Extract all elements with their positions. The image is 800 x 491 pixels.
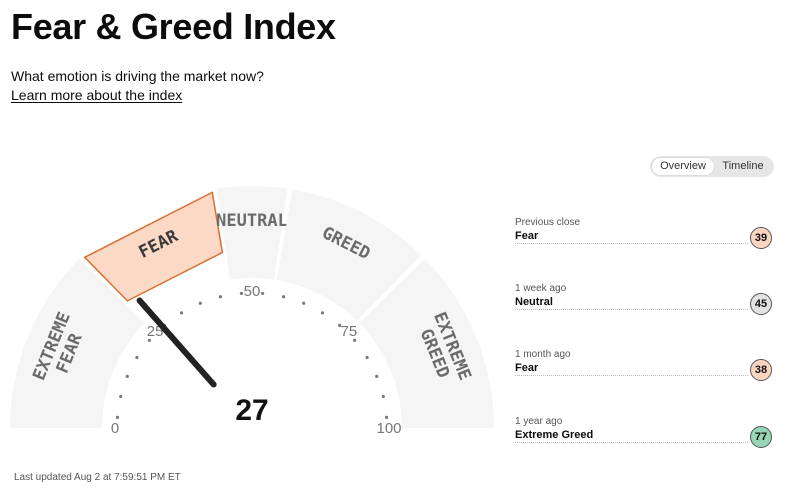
gauge-zone-greed [276,189,422,321]
gauge-dot [338,323,342,327]
view-toggle: Overview Timeline [650,156,774,177]
gauge-zone-extreme-greed [359,258,494,428]
gauge-dot [239,291,244,296]
gauge-zone-neutral [216,186,288,280]
gauge-value: 27 [235,394,268,427]
history-value-badge: 77 [750,426,772,448]
gauge-dot [384,415,389,420]
gauge-tick-label: 75 [341,323,358,340]
history-item: Previous close Fear 39 [515,217,772,253]
gauge-zone-extreme-fear [10,258,145,428]
gauge-dot [119,394,123,399]
gauge-zone-fear [83,191,224,302]
gauge-dot [147,338,151,342]
gauge-tick-label: 0 [111,420,119,437]
history-period: 1 year ago [515,416,563,427]
gauge-dot [260,291,265,296]
history-item: 1 year ago Extreme Greed 77 [515,416,772,452]
history-divider [515,243,748,244]
gauge-dot [320,311,325,315]
history-value-badge: 38 [750,359,772,381]
history-divider [515,309,748,310]
gauge-dot [365,355,369,360]
history-label: Fear [515,362,539,374]
gauge-dot [375,374,379,378]
history-divider [515,375,748,376]
history-period: 1 week ago [515,283,567,294]
gauge-dot [135,355,139,360]
gauge-dot [125,374,129,378]
history-label: Neutral [515,296,553,308]
learn-more-link[interactable]: Learn more about the index [11,87,183,103]
zone-label-neutral: NEUTRAL [216,211,288,231]
gauge-dot [198,301,202,305]
history-period: 1 month ago [515,349,571,360]
last-updated: Last updated Aug 2 at 7:59:51 PM ET [14,472,181,483]
history-value-badge: 45 [750,293,772,315]
gauge-hub [202,378,302,440]
history-label: Extreme Greed [515,429,594,441]
gauge-dot [302,301,306,305]
gauge-dot [115,415,120,420]
gauge-needle [136,297,217,388]
gauge-dot [218,295,223,299]
history-period: Previous close [515,217,581,228]
fear-greed-gauge: EXTREMEFEARFEARNEUTRALGREEDEXTREMEGREED … [10,186,494,440]
history-divider [515,442,748,443]
history-item: 1 month ago Fear 38 [515,349,772,385]
gauge-dot [381,394,385,399]
gauge-tick-label: 100 [376,420,401,437]
timeline-tab[interactable]: Timeline [722,160,764,172]
history-item: 1 week ago Neutral 45 [515,283,772,319]
gauge-tick-label: 50 [244,283,261,300]
page-title: Fear & Greed Index [11,6,336,47]
history-value-badge: 39 [750,227,772,249]
history-label: Fear [515,230,539,242]
gauge-dot [179,311,184,315]
gauge-dot [353,338,357,342]
page-subtitle: What emotion is driving the market now? [11,68,264,84]
gauge-inner-base [110,286,394,428]
gauge-dot [281,295,286,299]
overview-tab[interactable]: Overview [652,158,714,175]
